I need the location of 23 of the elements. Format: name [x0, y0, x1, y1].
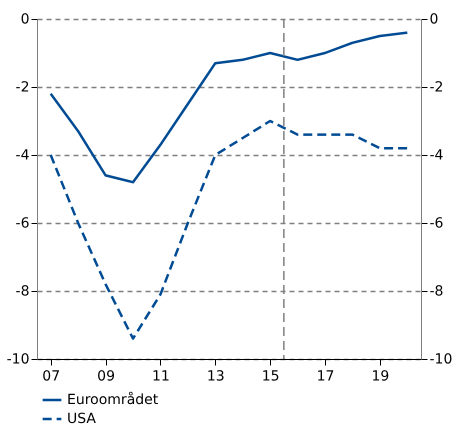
y2-tick-label: -6: [430, 216, 444, 232]
line-series: [49, 120, 409, 340]
y2-tick-label: -8: [430, 284, 444, 300]
y-tick-label: -4: [16, 148, 30, 164]
x-tick-label: 07: [42, 368, 60, 384]
legend-label: Euroområdet: [67, 391, 159, 408]
legend-label: USA: [67, 411, 96, 425]
y-tick-label: -6: [16, 216, 30, 232]
x-tick-label: 11: [152, 368, 170, 384]
y-tick-label: 0: [20, 12, 30, 28]
x-tick-label: 17: [316, 368, 334, 384]
y2-tick-label: -2: [430, 80, 444, 96]
y-tick-label: -2: [16, 80, 30, 96]
x-tick-label: 15: [262, 368, 280, 384]
y-tick-label: -10: [6, 352, 30, 368]
line-series: [49, 31, 409, 184]
y2-tick-label: -10: [430, 352, 452, 368]
x-tick-label: 19: [371, 368, 390, 384]
x-tick-label: 09: [97, 368, 115, 384]
x-tick-label: 13: [206, 368, 225, 384]
y-tick-label: -8: [16, 284, 30, 300]
y2-tick-label: 0: [430, 12, 438, 28]
y2-tick-label: -4: [430, 148, 444, 164]
